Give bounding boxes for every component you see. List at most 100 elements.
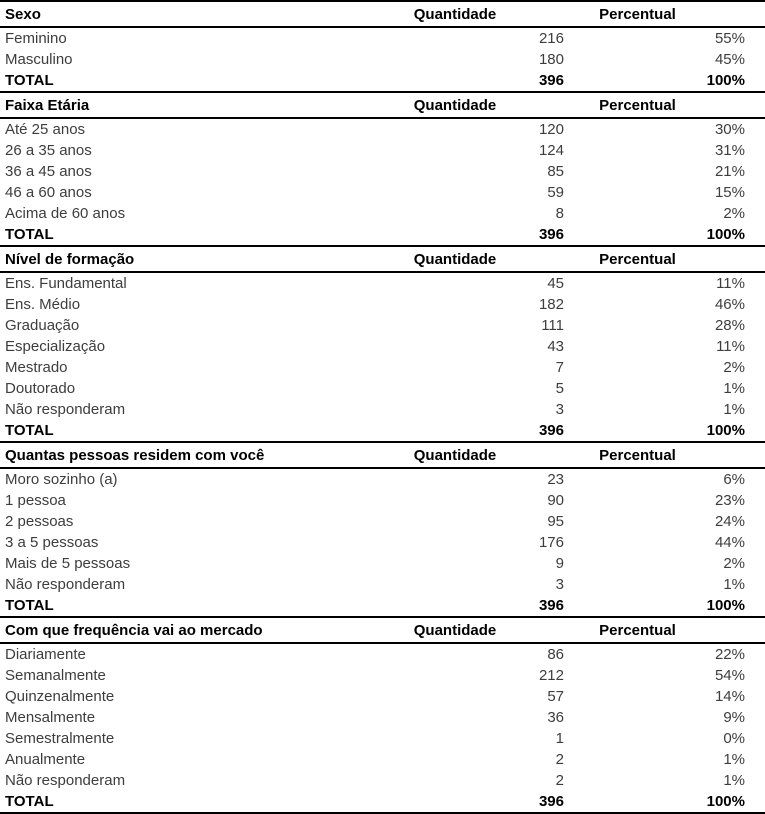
row-quantity: 120 (538, 121, 564, 138)
section-title: Com que frequência vai ao mercado (5, 621, 263, 639)
row-quantity: 212 (538, 667, 564, 684)
percent-column-header: Percentual (599, 621, 676, 639)
row-quantity: 5 (555, 380, 564, 397)
quantity-column-header: Quantidade (413, 250, 497, 268)
quantity-column-header: Quantidade (413, 446, 497, 464)
total-percent: 100% (706, 597, 745, 614)
percent-column-header: Percentual (599, 446, 676, 464)
row-quantity: 7 (555, 359, 564, 376)
table-row: Feminino 216 55% (0, 28, 765, 49)
table-row: 3 a 5 pessoas 176 44% (0, 532, 765, 553)
row-label: Não responderam (5, 401, 126, 418)
row-percent: 1% (723, 380, 745, 397)
row-percent: 24% (714, 513, 745, 530)
total-row: TOTAL 396 100% (0, 420, 765, 441)
table-row: 26 a 35 anos 124 31% (0, 140, 765, 161)
row-label: Quinzenalmente (5, 688, 115, 705)
total-row: TOTAL 396 100% (0, 791, 765, 812)
row-quantity: 43 (547, 338, 564, 355)
row-label: 46 a 60 anos (5, 184, 92, 201)
table-row: Acima de 60 anos 8 2% (0, 203, 765, 224)
row-label: Até 25 anos (5, 121, 86, 138)
table-section: Nível de formação Quantidade Percentual … (0, 245, 765, 441)
table-row: Mestrado 7 2% (0, 357, 765, 378)
row-quantity: 111 (541, 317, 564, 334)
total-label: TOTAL (5, 793, 54, 810)
row-percent: 55% (714, 30, 745, 47)
row-label: Doutorado (5, 380, 76, 397)
section-title: Quantas pessoas residem com você (5, 446, 265, 464)
row-label: Anualmente (5, 751, 86, 768)
row-percent: 28% (714, 317, 745, 334)
row-quantity: 3 (555, 401, 564, 418)
row-label: Moro sozinho (a) (5, 471, 118, 488)
row-quantity: 59 (547, 184, 564, 201)
row-label: Feminino (5, 30, 67, 47)
row-quantity: 124 (538, 142, 564, 159)
table-section: Com que frequência vai ao mercado Quanti… (0, 616, 765, 812)
table-row: Graduação 111 28% (0, 315, 765, 336)
row-label: Especialização (5, 338, 106, 355)
total-label: TOTAL (5, 422, 54, 439)
row-label: Mensalmente (5, 709, 96, 726)
section-header-row: Faixa Etária Quantidade Percentual (0, 93, 765, 119)
table-row: Ens. Médio 182 46% (0, 294, 765, 315)
table-row: Ens. Fundamental 45 11% (0, 273, 765, 294)
row-percent: 44% (714, 534, 745, 551)
row-label: 26 a 35 anos (5, 142, 92, 159)
quantity-column-header: Quantidade (413, 96, 497, 114)
row-label: Semanalmente (5, 667, 106, 684)
row-percent: 54% (714, 667, 745, 684)
row-label: Graduação (5, 317, 80, 334)
row-percent: 9% (723, 709, 745, 726)
row-percent: 15% (714, 184, 745, 201)
total-percent: 100% (706, 226, 745, 243)
percent-column-header: Percentual (599, 96, 676, 114)
row-percent: 31% (714, 142, 745, 159)
row-label: 36 a 45 anos (5, 163, 92, 180)
table-row: Diariamente 86 22% (0, 644, 765, 665)
row-label: Semestralmente (5, 730, 115, 747)
section-title: Sexo (5, 5, 41, 23)
row-label: Acima de 60 anos (5, 205, 126, 222)
section-header-row: Sexo Quantidade Percentual (0, 2, 765, 28)
table-section: Sexo Quantidade Percentual Feminino 216 … (0, 0, 765, 91)
row-label: 2 pessoas (5, 513, 74, 530)
row-label: Ens. Fundamental (5, 275, 127, 292)
row-quantity: 2 (555, 751, 564, 768)
table-row: Não responderam 3 1% (0, 399, 765, 420)
total-row: TOTAL 396 100% (0, 595, 765, 616)
row-quantity: 3 (555, 576, 564, 593)
table-row: 2 pessoas 95 24% (0, 511, 765, 532)
total-row: TOTAL 396 100% (0, 224, 765, 245)
quantity-column-header: Quantidade (413, 5, 497, 23)
table-row: Semanalmente 212 54% (0, 665, 765, 686)
row-percent: 6% (723, 471, 745, 488)
percent-column-header: Percentual (599, 5, 676, 23)
table-section: Quantas pessoas residem com você Quantid… (0, 441, 765, 616)
table-row: Quinzenalmente 57 14% (0, 686, 765, 707)
section-title: Nível de formação (5, 250, 135, 268)
total-percent: 100% (706, 793, 745, 810)
row-quantity: 95 (547, 513, 564, 530)
row-percent: 46% (714, 296, 745, 313)
total-percent: 100% (706, 72, 745, 89)
row-quantity: 180 (538, 51, 564, 68)
row-percent: 14% (714, 688, 745, 705)
row-percent: 23% (714, 492, 745, 509)
table-row: Masculino 180 45% (0, 49, 765, 70)
percent-column-header: Percentual (599, 250, 676, 268)
table-row: 36 a 45 anos 85 21% (0, 161, 765, 182)
row-percent: 1% (723, 576, 745, 593)
row-percent: 45% (714, 51, 745, 68)
row-label: Ens. Médio (5, 296, 81, 313)
table-row: Semestralmente 1 0% (0, 728, 765, 749)
row-label: Não responderam (5, 576, 126, 593)
row-quantity: 1 (555, 730, 564, 747)
table-row: Doutorado 5 1% (0, 378, 765, 399)
row-percent: 1% (723, 401, 745, 418)
row-label: Mais de 5 pessoas (5, 555, 131, 572)
table-row: Anualmente 2 1% (0, 749, 765, 770)
total-quantity: 396 (538, 793, 564, 810)
